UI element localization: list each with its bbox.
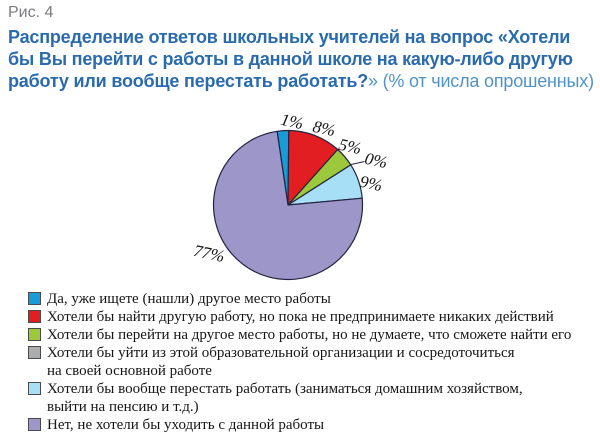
legend-item: Хотели бы вообще перестать работать (зан… [28,380,571,416]
legend-item: Хотели бы найти другую работу, но пока н… [28,308,571,326]
pie-label-77%: 77% [191,240,227,267]
pie-slice-8% [287,129,339,206]
chart-title-line-2: бы Вы перейти с работы в данной школе на… [8,48,598,70]
legend-label: Да, уже ищете (нашли) другое место работ… [47,291,331,307]
chart-title-bold: работу или вообще перестать работать? [8,71,368,91]
pie-label-0%: 0% [363,148,390,173]
pie-label-8%: 8% [311,116,338,141]
chart-title-note: » (% от числа опрошенных) [368,71,594,91]
legend-swatch-purple [28,418,41,431]
legend-label: Хотели бы уйти из этой образовательной о… [47,345,515,379]
pie-label-5%: 5% [337,134,364,159]
pie-slice-1% [276,129,290,206]
legend-swatch-blue [28,292,41,305]
chart-title-line-1: Распределение ответов школьных учителей … [8,26,598,48]
zero-percent-leader-line [350,161,365,166]
pie-label-9%: 9% [358,171,385,196]
legend-label: Хотели бы найти другую работу, но пока н… [47,309,554,325]
legend-item: Да, уже ищете (нашли) другое место работ… [28,290,571,308]
chart-title: Распределение ответов школьных учителей … [8,26,598,92]
chart-title-bold: бы Вы перейти с работы в данной школе на… [8,49,573,69]
legend-swatch-red [28,310,41,323]
legend-item: Нет, не хотели бы уходить с данной работ… [28,416,571,434]
legend-item: Хотели бы уйти из этой образовательной о… [28,344,571,380]
pie-label-1%: 1% [279,109,306,134]
pie-slice-5% [287,148,352,206]
pie-slice-9% [287,164,363,206]
legend-label: Хотели бы вообще перестать работать (зан… [47,381,523,415]
pie-slice-77% [212,130,364,281]
legend-label: Хотели бы перейти на другое место работы… [47,327,572,343]
figure-label: Рис. 4 [8,4,54,21]
legend-swatch-gray [28,346,41,359]
legend: Да, уже ищете (нашли) другое место работ… [28,290,571,434]
legend-swatch-green [28,328,41,341]
chart-title-bold: Распределение ответов школьных учителей … [8,27,571,47]
legend-label: Нет, не хотели бы уходить с данной работ… [47,417,325,433]
chart-title-line-3: работу или вообще перестать работать?» (… [8,70,598,92]
legend-item: Хотели бы перейти на другое место работы… [28,326,571,344]
legend-swatch-lightblue [28,382,41,395]
